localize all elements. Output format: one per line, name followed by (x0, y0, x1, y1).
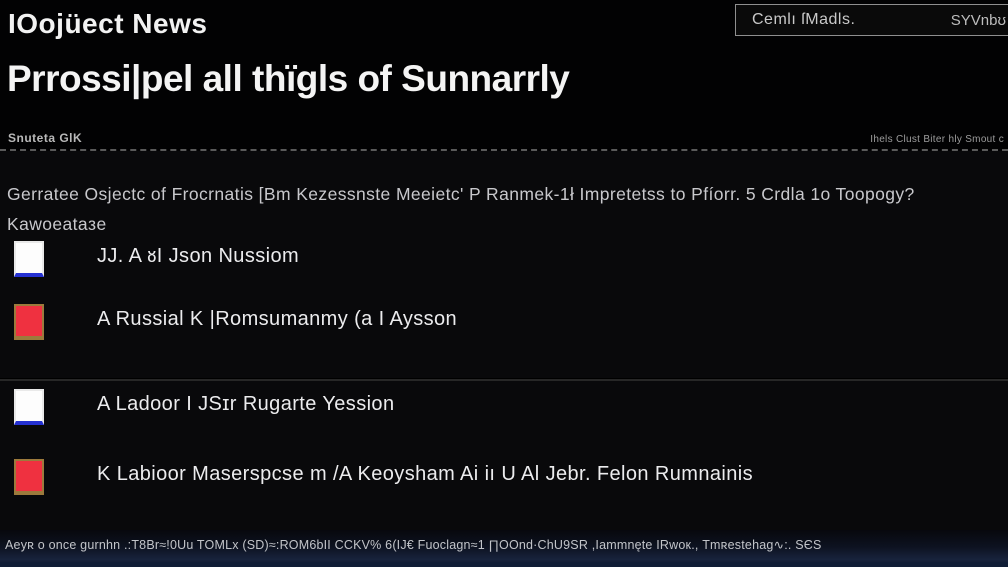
swatch-white-blue (14, 241, 44, 277)
app-title: IOojüect News (8, 8, 208, 39)
header-separator (0, 149, 1008, 151)
main-content: Gerratee Osjectc of Frocrnatis [Bm Kezes… (0, 151, 1008, 530)
toolbar-right-label[interactable]: SYVnbʊ (950, 11, 1006, 29)
toolbar-left-label[interactable]: Cemlı ſMadls. (752, 11, 856, 28)
list-item[interactable]: A Russial K |Romsumanmy (a I Aysson (0, 302, 1008, 346)
status-bar-band (0, 562, 1008, 567)
status-bar-text: Aeyʀ o once gurnhn .:T8Br≈!0Uu TOMLx (SD… (5, 538, 822, 552)
swatch-red (14, 304, 44, 340)
toolbar-box[interactable]: Cemlı ſMadls. SYVnbʊ (735, 4, 1008, 36)
list-item-label: A Ladoor I JSɪr Rugarte Yession (97, 393, 395, 415)
list-item[interactable]: K Labioor Maserspcse m /A Keoysham Ai iı… (0, 457, 1008, 501)
description-line: Gerratee Osjectc of Frocrnatis [Bm Kezes… (7, 184, 915, 204)
list-item[interactable]: A Ladoor I JSɪr Rugarte Yession (0, 387, 1008, 431)
description-line: Kawoeataзe (7, 214, 107, 234)
list-item-label: K Labioor Maserspcse m /A Keoysham Ai iı… (97, 463, 753, 485)
meta-row: Snuteta GlK Ihels Clust Biter hly Smout … (8, 131, 1004, 145)
swatch-red (14, 459, 44, 495)
meta-left-text: Snuteta GlK (8, 131, 83, 145)
header: IOojüect News Cemlı ſMadls. SYVnbʊ Prros… (0, 0, 1008, 151)
meta-right-text: Ihels Clust Biter hly Smout c (870, 134, 1004, 145)
description: Gerratee Osjectc of Frocrnatis [Bm Kezes… (7, 179, 1000, 239)
swatch-white-blue (14, 389, 44, 425)
status-bar: Aeyʀ o once gurnhn .:T8Br≈!0Uu TOMLx (SD… (0, 530, 1008, 567)
list-item-label: JJ. A ᴕI Json Nussiom (97, 245, 300, 267)
list-item[interactable]: JJ. A ᴕI Json Nussiom (0, 239, 1008, 283)
list-divider (0, 378, 1008, 381)
page-title: Prrossi|pel all thïgls of Sunnarrly (7, 58, 570, 99)
list-item-label: A Russial K |Romsumanmy (a I Aysson (97, 308, 458, 330)
